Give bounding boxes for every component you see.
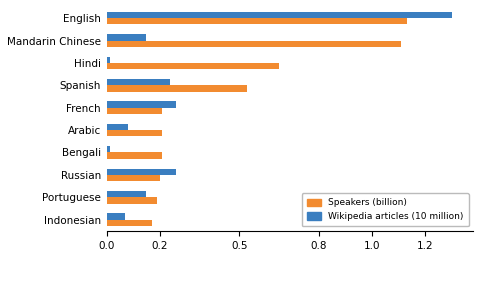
Bar: [107, 197, 157, 204]
Bar: [107, 63, 279, 69]
Bar: [107, 102, 176, 108]
Bar: [107, 57, 110, 63]
Bar: [107, 169, 176, 175]
Bar: [107, 12, 452, 18]
Bar: [107, 34, 146, 41]
Bar: [107, 79, 170, 85]
Bar: [107, 175, 160, 181]
Bar: [107, 213, 125, 220]
Legend: Speakers (billion), Wikipedia articles (10 million): Speakers (billion), Wikipedia articles (…: [301, 193, 468, 226]
Bar: [107, 146, 110, 152]
Bar: [107, 220, 152, 226]
Bar: [107, 152, 162, 159]
Bar: [107, 85, 247, 91]
Bar: [107, 41, 401, 47]
Bar: [107, 124, 128, 130]
Bar: [107, 191, 146, 197]
Bar: [107, 18, 407, 24]
Bar: [107, 108, 162, 114]
Bar: [107, 130, 162, 136]
